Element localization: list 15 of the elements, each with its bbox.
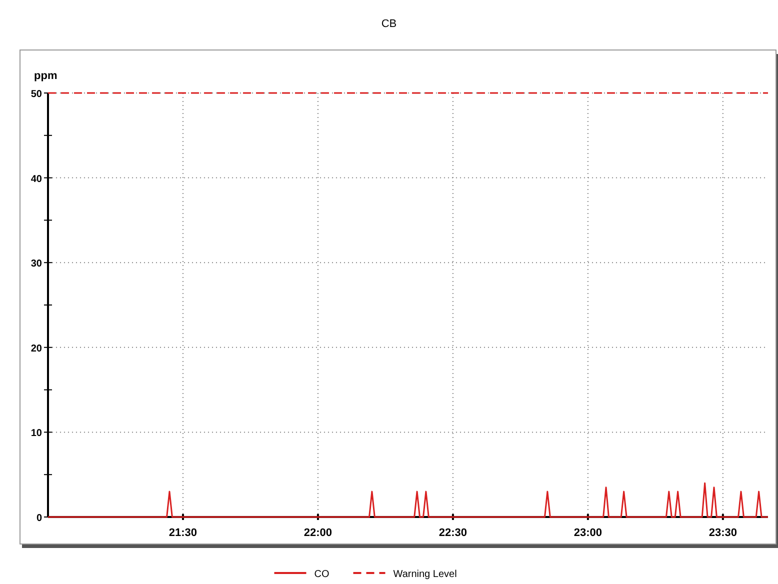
legend-label: CO	[314, 569, 330, 580]
y-tick-label: 10	[30, 428, 42, 440]
y-tick-label: 0	[36, 513, 42, 524]
y-tick-label: 50	[30, 89, 42, 100]
x-tick-label: 23:30	[708, 527, 737, 539]
y-tick-label: 40	[30, 174, 42, 185]
x-tick-label: 23:00	[574, 527, 602, 539]
x-tick-label: 21:30	[168, 527, 198, 539]
chart-title: CB	[381, 18, 397, 30]
y-tick-label: 20	[30, 343, 42, 354]
y-tick-label: 30	[30, 258, 42, 270]
legend-label: Warning Level	[393, 569, 457, 580]
x-tick-label: 22:00	[304, 527, 332, 539]
x-tick-label: 22:30	[438, 527, 468, 539]
y-axis-title: ppm	[34, 70, 58, 82]
